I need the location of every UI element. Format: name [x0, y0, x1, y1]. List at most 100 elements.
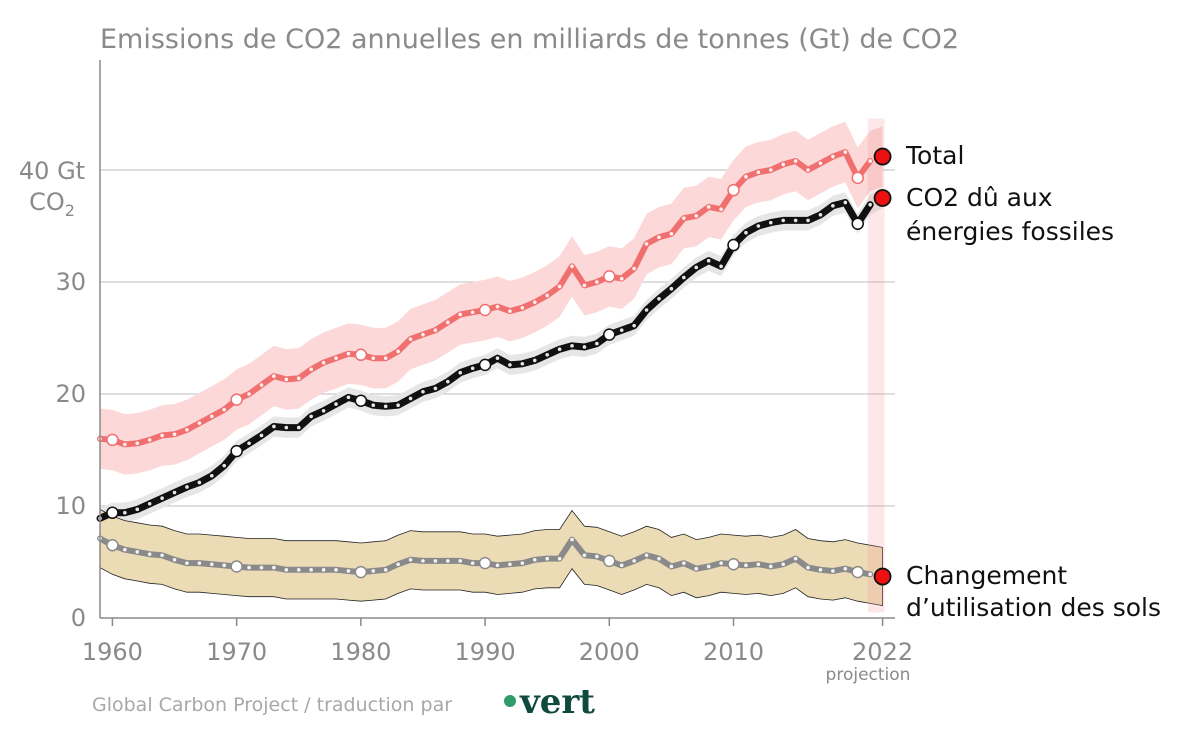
- point-total-1968: [209, 414, 214, 419]
- point-total-2021: [868, 159, 872, 163]
- point-total-1976: [309, 367, 313, 372]
- point-land-use-1964: [160, 553, 164, 558]
- point-land-use-1989: [470, 561, 475, 565]
- point-fossil-1995: [545, 353, 549, 357]
- y-tick-labels: 0 10 20 30: [55, 268, 86, 632]
- point-fossil-2021: [868, 202, 872, 207]
- point-land-use-1994: [532, 557, 537, 562]
- point-total-2011: [744, 174, 748, 179]
- point-land-use-1965: [172, 557, 177, 562]
- label-land-use-line2: d’utilisation des sols: [906, 593, 1161, 622]
- point-total-1965: [172, 432, 177, 437]
- point-total-2005: [669, 232, 674, 236]
- point-land-use-1967: [197, 561, 202, 565]
- marker-land-use-2010: [727, 557, 740, 571]
- point-land-use-1962: [135, 550, 140, 554]
- x-tick-label-1980: 1980: [330, 638, 391, 666]
- point-land-use-2003: [644, 553, 649, 558]
- point-land-use-1966: [185, 561, 189, 565]
- marker-land-use-1980: [354, 565, 368, 579]
- point-total-1994: [532, 300, 537, 304]
- point-fossil-1974: [284, 425, 289, 430]
- point-total-2019: [843, 150, 848, 154]
- point-fossil-2003: [644, 308, 649, 312]
- vert-logo: vert: [504, 682, 595, 722]
- x-tick-label-1960: 1960: [82, 638, 143, 666]
- point-land-use-1977: [321, 568, 326, 572]
- point-total-2004: [657, 235, 661, 239]
- point-total-1988: [458, 312, 463, 317]
- y-axis-unit-base: CO: [29, 188, 65, 216]
- point-fossil-1996: [557, 347, 562, 352]
- point-land-use-1973: [272, 565, 276, 570]
- point-land-use-2021: [868, 572, 872, 577]
- point-total-1963: [147, 438, 152, 442]
- band-total: [100, 121, 883, 475]
- marker-total-1970: [230, 393, 243, 406]
- point-land-use-2002: [632, 559, 636, 563]
- point-land-use-2009: [719, 561, 723, 565]
- series-markers: [98, 147, 892, 586]
- marker-total-1960: [106, 433, 119, 447]
- point-land-use-1976: [309, 568, 313, 572]
- point-total-2012: [756, 170, 761, 175]
- point-fossil-2016: [806, 218, 810, 223]
- point-total-1993: [520, 305, 525, 310]
- point-fossil-2015: [793, 218, 798, 223]
- point-fossil-2011: [744, 230, 748, 235]
- point-fossil-1963: [147, 501, 152, 506]
- point-land-use-2005: [669, 564, 674, 569]
- point-total-1987: [446, 320, 450, 325]
- point-total-1989: [470, 310, 475, 315]
- marker-fossil-1970: [230, 444, 243, 458]
- point-fossil-1987: [446, 379, 450, 384]
- point-land-use-1987: [446, 559, 450, 563]
- point-fossil-1968: [209, 473, 214, 478]
- point-total-1997: [570, 264, 574, 269]
- marker-land-use-2020: [851, 565, 864, 579]
- point-fossil-1964: [160, 496, 164, 500]
- point-total-1972: [259, 383, 264, 387]
- point-fossil-1961: [123, 510, 127, 515]
- point-total-1977: [321, 360, 326, 365]
- vert-logo-text: vert: [519, 682, 595, 722]
- x-tick-note-projection: projection: [826, 665, 911, 685]
- point-fossil-1984: [408, 396, 413, 401]
- point-land-use-1986: [433, 559, 438, 563]
- point-fossil-1965: [172, 490, 177, 495]
- marker-total-2020: [851, 171, 864, 185]
- marker-total-1980: [354, 348, 368, 362]
- source-credit: Global Carbon Project / traduction par: [92, 694, 452, 716]
- point-total-1962: [135, 441, 140, 446]
- point-total-1971: [247, 392, 251, 396]
- point-fossil-2009: [719, 264, 723, 269]
- projection-total: [873, 147, 892, 166]
- point-total-2007: [694, 214, 699, 218]
- point-total-1961: [123, 442, 127, 447]
- point-fossil-1992: [508, 363, 512, 367]
- point-land-use-1998: [582, 553, 587, 558]
- x-tick-label-2022: 2022: [852, 638, 913, 666]
- point-fossil-1991: [495, 356, 500, 360]
- projection-shade: [867, 118, 885, 613]
- point-land-use-1978: [334, 568, 338, 572]
- marker-land-use-1990: [478, 556, 492, 570]
- point-fossil-1999: [595, 341, 599, 346]
- point-fossil-1986: [433, 386, 438, 391]
- point-total-2006: [682, 216, 686, 220]
- marker-land-use-1970: [230, 560, 243, 573]
- point-total-1978: [334, 356, 338, 360]
- point-total-2013: [768, 168, 773, 172]
- marker-total-1990: [478, 303, 492, 317]
- point-total-1966: [185, 428, 189, 432]
- point-fossil-2007: [694, 265, 699, 270]
- point-total-2003: [644, 242, 649, 246]
- marker-fossil-2000: [603, 328, 616, 341]
- x-tick-label-2010: 2010: [703, 638, 764, 666]
- marker-land-use-2000: [603, 554, 616, 568]
- point-land-use-1984: [408, 557, 413, 562]
- point-fossil-1971: [247, 441, 251, 446]
- point-fossil-2018: [831, 204, 835, 208]
- point-fossil-2017: [818, 213, 823, 217]
- point-fossil-2005: [669, 286, 674, 291]
